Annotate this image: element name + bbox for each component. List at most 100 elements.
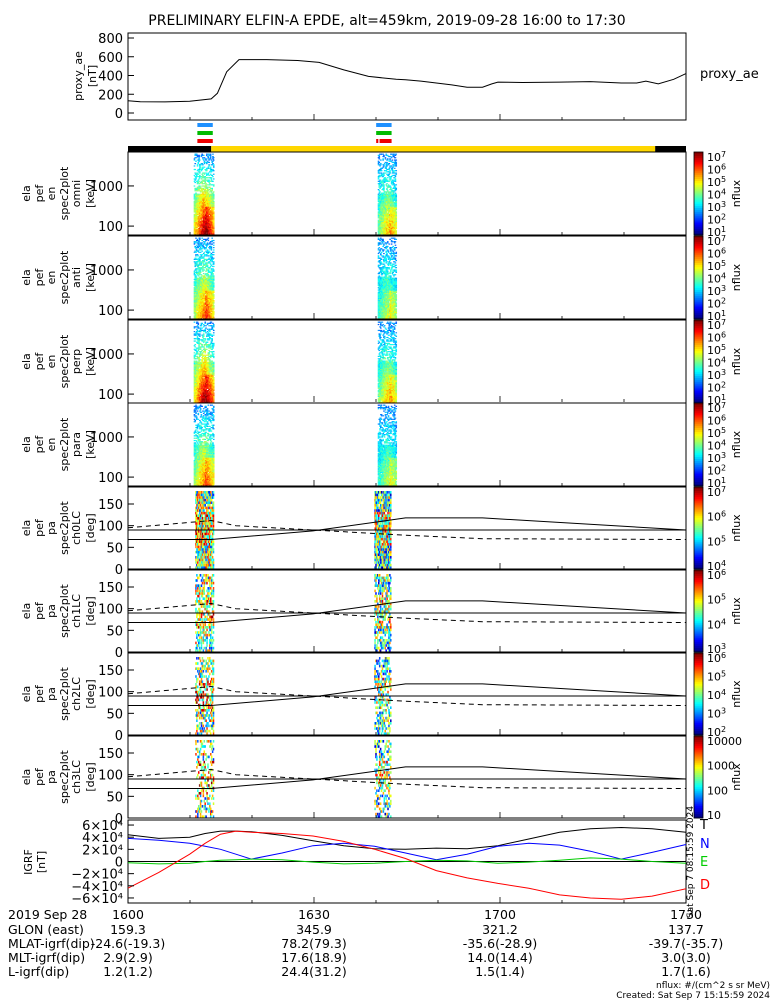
spectrogram-cell [395,206,398,208]
colorbar-cell [694,166,703,170]
spec-ylabel: spec2plot [58,166,71,220]
spectrogram-cell [388,186,391,188]
spectrogram-cell [392,271,394,273]
spectrogram-cell [212,157,215,159]
colorbar-tick-label: 102 [707,213,726,227]
spectrogram-cell [389,238,391,240]
spectrogram-cell [395,196,398,198]
spectrogram-cell [195,283,197,285]
spectrogram-cell [387,258,390,261]
spectrogram-cell [391,255,394,257]
colorbar-cell [694,214,703,217]
spectrogram-cell [384,220,387,223]
spectrogram-cell [392,245,394,248]
spectrogram-cell [395,165,398,167]
spectrogram-cell [212,287,215,289]
spectrogram-cell [377,256,380,258]
spectrogram-cell [212,306,215,308]
spectrogram-cell [380,263,382,265]
spectrogram-cell [207,205,210,207]
spectrogram-cell [209,154,212,156]
spectrogram-cell [388,243,391,245]
colorbar-tick-label: 105 [707,259,726,273]
spectrogram-cell [199,238,201,240]
colorbar-cell [694,262,703,266]
spectrogram-cell [388,298,391,301]
spectrogram-cell [391,249,394,251]
spectrogram-cell [380,276,382,278]
spec-ytick-label: 1000 [90,264,123,279]
spectrogram-cell [386,245,389,248]
spectrogram-cell [385,201,388,204]
spectrogram-cell [198,347,200,349]
spectrogram-cell [195,264,198,266]
spectrogram-cell [383,164,385,166]
spectrogram-cell [199,224,201,226]
spectrogram-cell [395,170,398,172]
spectrogram-cell [383,265,386,268]
colorbar-cell [694,254,703,258]
spectrogram-cell [212,197,215,199]
spectrogram-cell [379,242,381,244]
spectrogram-cell [386,154,389,156]
spectrogram-cell [197,285,200,288]
spectrogram-cell [391,267,394,269]
spectrogram-cell [205,287,208,289]
spectrogram-cell [388,173,391,175]
spectrogram-cell [193,270,196,272]
ae-series-line [127,59,687,103]
colorbar-cell [694,258,703,262]
spectrogram-cell [197,331,200,333]
spectrogram-cell [202,187,205,189]
spectrogram-cell [212,265,215,268]
spectrogram-cell [196,180,199,182]
spectrogram-cell [193,398,196,400]
spectrogram-cell [202,265,204,268]
spectrogram-cell [211,239,213,242]
spectrogram-cell [390,264,392,266]
spectrogram-cell [386,276,388,278]
spectrogram-cell [212,295,215,297]
spectrogram-cell [379,179,381,181]
colorbar-cell [694,269,703,272]
spectrogram-cell [393,171,395,173]
spectrogram-cell [203,261,206,263]
spectrogram-cell [385,274,388,276]
spectrogram-cell [383,258,386,261]
spectrogram-cell [194,263,197,265]
spectrogram-cell [386,159,389,161]
spectrogram-cell [201,190,203,192]
spectrogram-cell [196,219,199,221]
spectrogram-cell [202,166,204,168]
spectrogram-cell [194,187,197,189]
spectrogram-cell [380,280,383,282]
spectrogram-cell [386,173,388,175]
spectrogram-cell [207,214,210,217]
spectrogram-cell [212,280,215,282]
spectrogram-cell [212,184,215,186]
spectrogram-cell [393,233,396,235]
spectrogram-cell [377,213,380,215]
spectrogram-cell [212,251,215,253]
spectrogram-cell [211,270,213,272]
spectrogram-cell [195,270,198,272]
spectrogram-cell [395,291,398,294]
spectrogram-cell [209,307,212,309]
spectrogram-cell [194,179,197,181]
spectrogram-cell [204,180,207,182]
spectrogram-cell [212,194,215,197]
spectrogram-cell [383,264,386,266]
spectrogram-cell [205,248,207,250]
spectrogram-cell [197,161,200,164]
spectrogram-cell [382,176,384,178]
spectrogram-cell [211,271,213,273]
spectrogram-cell [194,274,197,276]
spectrogram-cell [395,269,398,271]
spectrogram-cell [395,283,398,285]
spectrogram-cell [381,223,384,225]
ae-legend: proxy_ae [700,67,759,82]
spec-ylabel: pef [33,268,46,287]
spectrogram-cell [204,241,207,243]
colorbar-cell [694,212,703,215]
spectrogram-cell [393,275,395,277]
